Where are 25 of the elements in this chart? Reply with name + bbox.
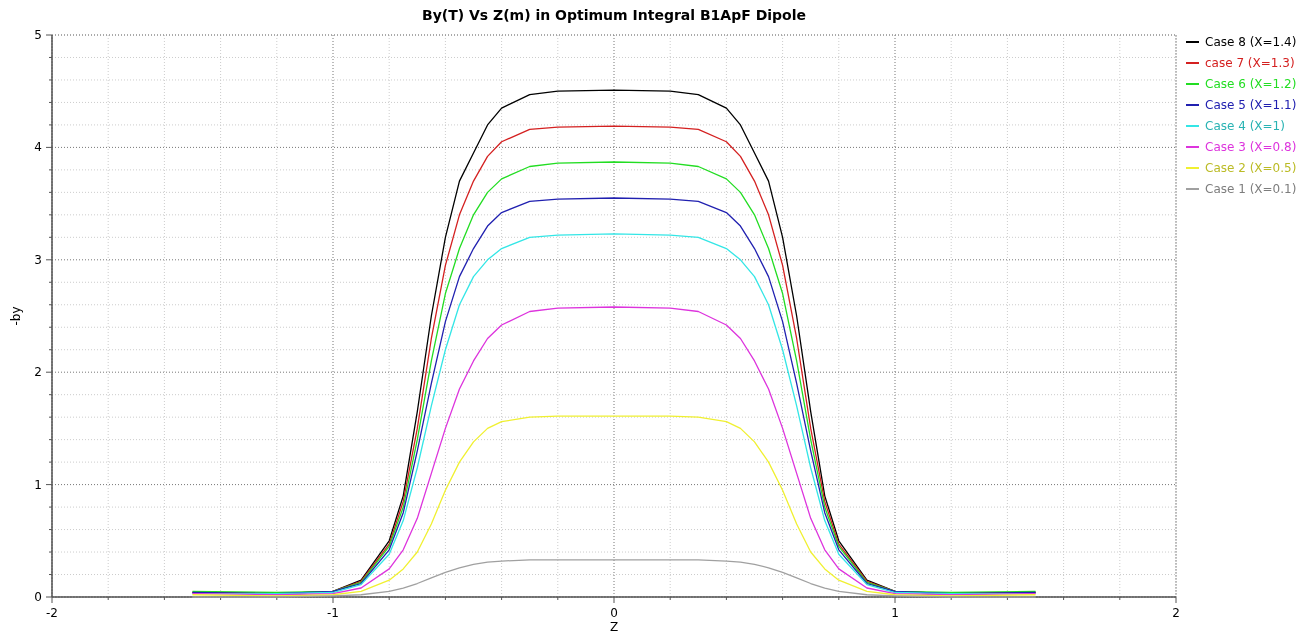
x-tick-label: 1 xyxy=(891,606,899,620)
x-tick-label: 0 xyxy=(610,606,618,620)
chart-title: By(T) Vs Z(m) in Optimum Integral B1ApF Dipole xyxy=(421,7,807,23)
y-tick-label: 0 xyxy=(34,590,42,604)
x-axis-title: Z xyxy=(609,620,619,634)
line-series xyxy=(191,415,1037,597)
legend-label: Case 1 (X=0.1) xyxy=(1205,182,1297,196)
legend-label: Case 6 (X=1.2) xyxy=(1205,77,1297,91)
line-series xyxy=(191,306,1037,596)
legend-label: Case 2 (X=0.5) xyxy=(1205,161,1297,175)
y-tick-label: 4 xyxy=(34,140,42,155)
y-tick-label: 2 xyxy=(34,365,42,380)
x-tick-label: -1 xyxy=(327,606,339,620)
x-tick-label: -2 xyxy=(46,606,58,620)
legend-label: Case 3 (X=0.8) xyxy=(1205,140,1297,154)
y-tick-label: 1 xyxy=(34,477,42,492)
line-series xyxy=(191,559,1037,598)
legend-label: Case 8 (X=1.4) xyxy=(1205,35,1297,49)
legend-label: Case 5 (X=1.1) xyxy=(1205,98,1297,112)
y-tick-label: 3 xyxy=(34,252,42,267)
legend-label: Case 4 (X=1) xyxy=(1205,119,1285,133)
y-tick-label: 5 xyxy=(34,28,42,42)
y-axis-title: -by xyxy=(9,306,23,326)
legend-label: case 7 (X=1.3) xyxy=(1205,56,1295,70)
x-tick-label: 2 xyxy=(1172,606,1180,620)
